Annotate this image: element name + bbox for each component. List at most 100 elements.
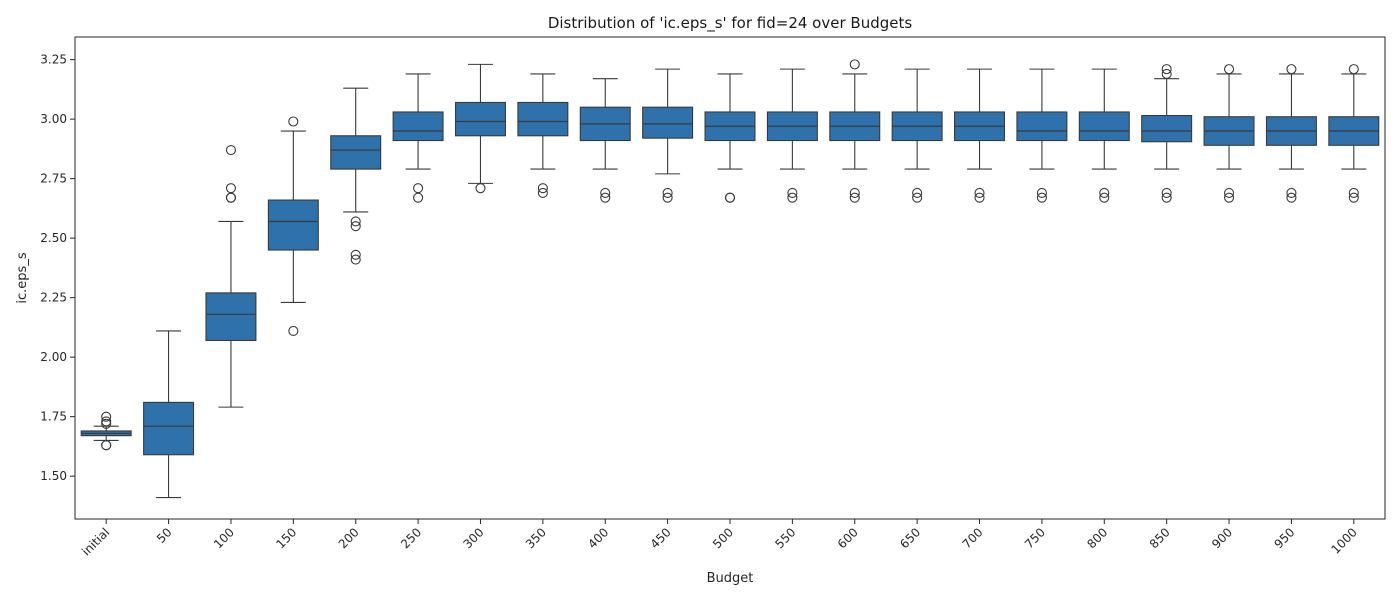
- outlier-point: [1348, 187, 1359, 198]
- outlier-point: [787, 187, 798, 198]
- outlier-point: [101, 411, 112, 422]
- y-tick-label: 1.75: [40, 410, 67, 424]
- y-tick-label: 2.75: [40, 172, 67, 186]
- outlier-point: [413, 192, 424, 203]
- outlier-point: [101, 416, 112, 427]
- x-tick-label: 150: [273, 525, 299, 551]
- box-700: [954, 68, 1006, 203]
- box-850: [1141, 64, 1193, 203]
- outlier-point: [225, 192, 237, 203]
- chart-title: Distribution of 'ic.eps_s' for fid=24 ov…: [548, 14, 913, 33]
- x-tick-label: 400: [585, 525, 611, 551]
- outlier-point: [1161, 68, 1172, 79]
- outlier-point: [1286, 64, 1297, 75]
- outlier-point: [849, 187, 860, 198]
- x-axis-label: Budget: [707, 571, 754, 586]
- x-tick-label: 100: [211, 525, 237, 551]
- outlier-point: [662, 187, 673, 198]
- outlier-point: [1223, 192, 1235, 203]
- outlier-point: [1348, 192, 1359, 203]
- outlier-point: [475, 183, 486, 194]
- outlier-point: [1161, 187, 1172, 198]
- outlier-point: [1286, 192, 1297, 203]
- y-axis-label: ic.eps_s: [15, 252, 30, 303]
- y-tick-label: 1.50: [40, 469, 67, 483]
- iqr-box: [205, 292, 257, 342]
- iqr-box: [330, 135, 382, 170]
- outlier-point: [787, 192, 798, 203]
- x-tick-label: 800: [1084, 525, 1110, 551]
- iqr-box: [1078, 111, 1130, 142]
- outlier-point: [974, 192, 985, 203]
- box-initial: [80, 411, 132, 451]
- x-tick-label: 900: [1209, 525, 1235, 551]
- outlier-point: [288, 116, 299, 127]
- box-800: [1078, 68, 1130, 203]
- y-tick-label: 2.50: [40, 231, 67, 245]
- x-tick-label: initial: [79, 525, 112, 558]
- x-tick-label: 250: [398, 525, 424, 551]
- box-350: [517, 73, 569, 198]
- x-tick-label: 850: [1147, 525, 1173, 551]
- y-tick-label: 2.00: [40, 350, 67, 364]
- box-950: [1265, 64, 1317, 203]
- x-axis: initial 50 100 150 200 250 300 350 400 450 500 550 6…: [79, 519, 1360, 558]
- outlier-point: [1036, 192, 1047, 203]
- outlier-point: [849, 59, 860, 70]
- x-tick-label: 1000: [1328, 525, 1359, 556]
- outlier-point: [974, 187, 985, 198]
- outlier-point: [101, 418, 112, 429]
- outlier-point: [600, 187, 611, 198]
- box-900: [1203, 64, 1255, 203]
- y-tick-label: 3.00: [40, 112, 67, 126]
- outlier-point: [225, 145, 237, 156]
- outlier-point: [225, 183, 237, 194]
- x-tick-label: 750: [1022, 525, 1048, 551]
- box-150: [267, 116, 319, 337]
- box-400: [579, 78, 631, 203]
- outlier-point: [724, 192, 736, 203]
- y-axis: 1.50 1.75 2.00 2.25 2.50 2.75 3.00 3.25: [40, 53, 75, 483]
- outlier-point: [1161, 192, 1172, 203]
- outlier-point: [1099, 192, 1110, 203]
- box-1000: [1328, 64, 1380, 203]
- box-50: [143, 330, 195, 499]
- x-tick-label: 200: [336, 525, 362, 551]
- outlier-point: [1348, 64, 1359, 75]
- outlier-point: [1036, 187, 1047, 198]
- outlier-point: [537, 187, 548, 198]
- x-tick-label: 700: [960, 525, 986, 551]
- box-450: [642, 68, 694, 203]
- box-600: [829, 59, 881, 203]
- x-tick-label: 650: [897, 525, 923, 551]
- box-100: [205, 145, 257, 408]
- x-tick-label: 500: [710, 525, 736, 551]
- x-tick-label: 550: [772, 525, 798, 551]
- outlier-point: [413, 183, 424, 194]
- box-250: [392, 73, 444, 203]
- iqr-box: [392, 111, 444, 142]
- box-500: [704, 73, 756, 203]
- outlier-point: [350, 221, 361, 232]
- outlier-point: [350, 254, 361, 265]
- outlier-point: [1223, 64, 1235, 75]
- x-tick-label: 50: [154, 525, 175, 546]
- outlier-point: [1161, 64, 1172, 75]
- iqr-box: [1141, 114, 1193, 143]
- outlier-point: [1223, 187, 1235, 198]
- x-tick-label: 450: [648, 525, 674, 551]
- box-550: [766, 68, 818, 203]
- iqr-box: [1016, 111, 1068, 142]
- outlier-point: [350, 216, 361, 227]
- outlier-point: [1099, 187, 1110, 198]
- outlier-point: [537, 183, 548, 194]
- iqr-box: [143, 401, 195, 456]
- outlier-point: [849, 192, 860, 203]
- x-tick-label: 950: [1271, 525, 1297, 551]
- iqr-box: [454, 101, 506, 137]
- y-tick-label: 3.25: [40, 53, 67, 67]
- outlier-point: [101, 440, 112, 451]
- x-tick-label: 300: [461, 525, 487, 551]
